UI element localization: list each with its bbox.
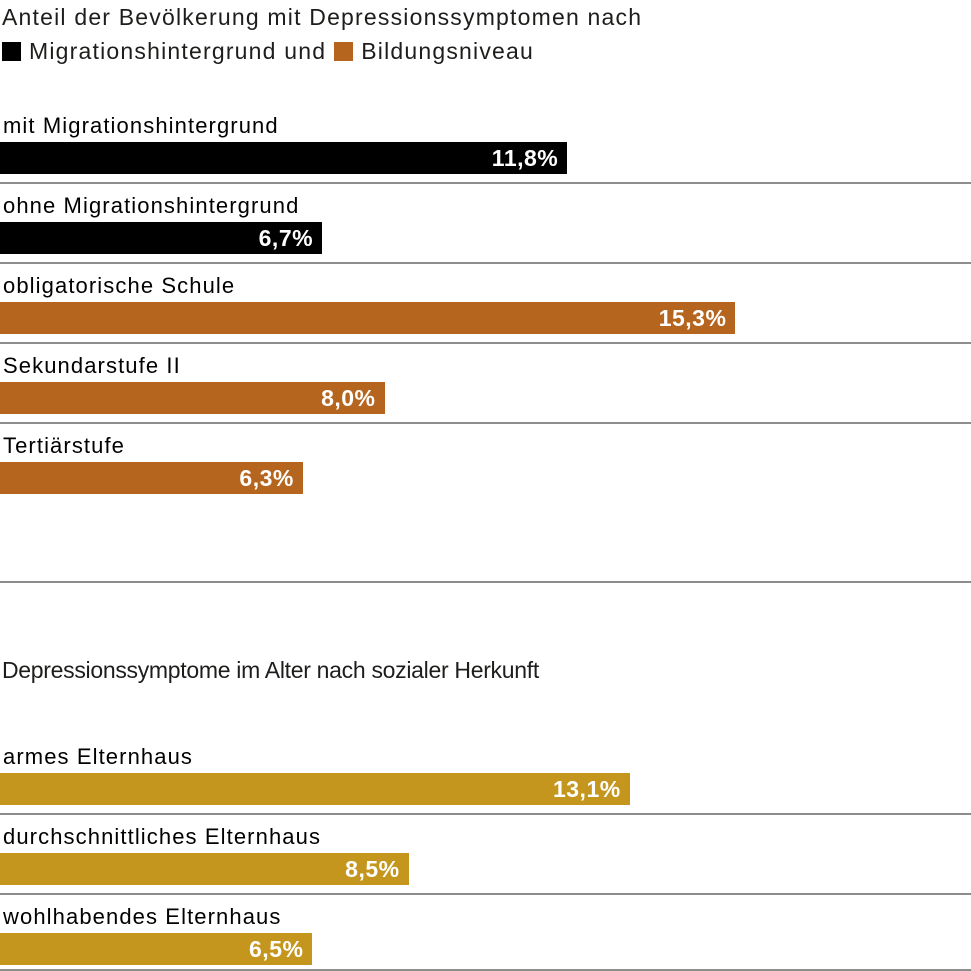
bar-row: ohne Migrationshintergrund 6,7% (0, 192, 971, 264)
bar-value-label: 15,3% (658, 305, 727, 331)
bar-row: Sekundarstufe II 8,0% (0, 352, 971, 424)
bar: 13,1% (0, 773, 630, 805)
bar-chart-migration-bildung: mit Migrationshintergrund 11,8% ohne Migra… (0, 112, 971, 494)
bar: 6,5% (0, 933, 313, 965)
bar-value-label: 8,0% (321, 385, 376, 411)
legend-swatch-migrationshintergrund-icon (2, 41, 21, 61)
bar: 8,5% (0, 853, 409, 885)
row-divider (0, 813, 971, 815)
bar-label: mit Migrationshintergrund (3, 113, 279, 138)
bar-value-label: 8,5% (345, 856, 400, 882)
legend-label-migrationshintergrund: Migrationshintergrund und (29, 38, 327, 64)
bar-label: wohlhabendes Elternhaus (3, 904, 282, 929)
bar-label: durchschnittliches Elternhaus (3, 824, 322, 849)
bar-label: ohne Migrationshintergrund (3, 193, 300, 218)
legend-label-bildungsniveau: Bildungsniveau (361, 38, 535, 64)
bar-value-label: 6,7% (258, 225, 314, 251)
bar-label: obligatorische Schule (3, 273, 236, 298)
bar-value-label: 6,5% (249, 936, 304, 962)
bar-row: wohlhabendes Elternhaus 6,5% (0, 903, 971, 971)
bar-value-label: 11,8% (491, 145, 559, 171)
bar-row: durchschnittliches Elternhaus 8,5% (0, 823, 971, 895)
legend-swatch-bildungsniveau-icon (334, 41, 354, 61)
chart-legend: Migrationshintergrund und Bildungsniveau (2, 36, 971, 66)
row-divider (0, 893, 971, 895)
row-divider (0, 262, 971, 264)
section-divider (0, 581, 971, 583)
row-divider (0, 342, 971, 344)
bar-label: Tertiärstufe (3, 433, 126, 458)
bar: 8,0% (0, 382, 385, 414)
bar-row: mit Migrationshintergrund 11,8% (0, 112, 971, 184)
bar-row: obligatorische Schule 15,3% (0, 272, 971, 344)
bar: 11,8% (0, 142, 568, 174)
row-divider (0, 422, 971, 424)
bar-label: Sekundarstufe II (3, 353, 181, 378)
bar-value-label: 6,3% (239, 465, 294, 491)
bar: 15,3% (0, 302, 736, 334)
row-divider (0, 182, 971, 184)
bar-label: armes Elternhaus (3, 744, 194, 769)
bar-chart-soziale-herkunft: armes Elternhaus 13,1% durchschnittliches … (0, 743, 971, 971)
bar: 6,3% (0, 462, 303, 494)
chart-title-soziale-herkunft: Depressionssymptome im Alter nach sozial… (2, 657, 539, 683)
chart-title-migration-bildung: Anteil der Bevölkerung mit Depressionssy… (2, 4, 643, 30)
bar: 6,7% (0, 222, 323, 254)
row-divider (0, 969, 971, 971)
bar-row: armes Elternhaus 13,1% (0, 743, 971, 815)
bar-value-label: 13,1% (552, 776, 621, 802)
bar-row: Tertiärstufe 6,3% (0, 432, 971, 494)
